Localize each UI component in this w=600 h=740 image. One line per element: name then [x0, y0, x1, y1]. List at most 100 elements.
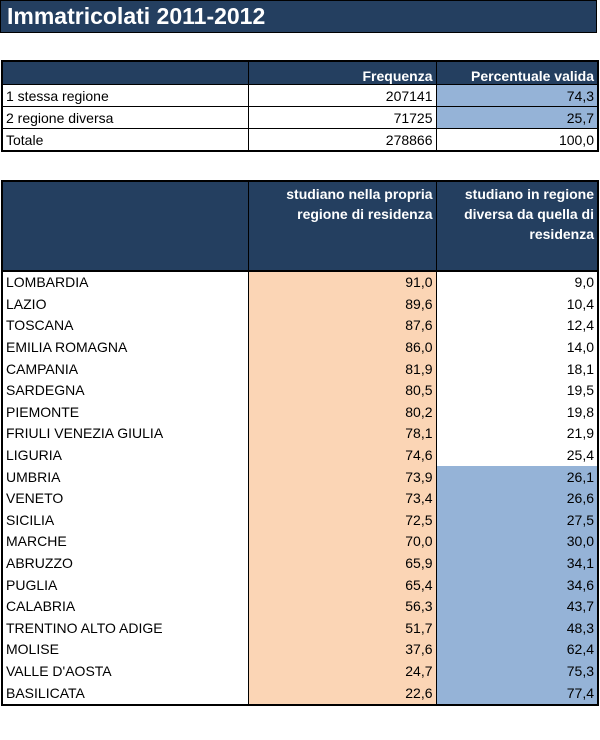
- region-name: UMBRIA: [2, 466, 249, 488]
- region-name: ABRUZZO: [2, 552, 249, 575]
- region-name: BASILICATA: [2, 682, 249, 705]
- region-row: SICILIA 72,5 27,5: [2, 509, 598, 532]
- summary-header-percent: Percentuale valida: [435, 60, 599, 85]
- region-row: MOLISE 37,6 62,4: [2, 639, 598, 661]
- summary-row: 2 regione diversa 71725 25,7: [1, 106, 599, 129]
- summary-row-percent: 25,7: [435, 106, 599, 129]
- region-row: MARCHE 70,0 30,0: [2, 531, 598, 553]
- region-other-pct: 34,1: [436, 552, 598, 575]
- region-other-pct: 26,6: [436, 487, 598, 510]
- region-same-pct: 65,9: [248, 552, 437, 575]
- summary-row-total: Totale 278866 100,0: [1, 128, 599, 152]
- region-other-pct: 21,9: [566, 425, 594, 442]
- region-row: PIEMONTE 80,2 19,8: [2, 401, 598, 424]
- region-same-pct: 70,0: [248, 531, 437, 553]
- regions-header-blank: [2, 181, 249, 272]
- region-name: CALABRIA: [2, 595, 249, 618]
- summary-row-label: Totale: [1, 128, 249, 152]
- region-name: MARCHE: [2, 531, 249, 553]
- region-other-pct: 12,4: [566, 317, 594, 334]
- region-row: PUGLIA 65,4 34,6: [2, 574, 598, 596]
- summary-row-frequency: 207141: [247, 84, 437, 107]
- region-same-pct: 24,7: [248, 660, 437, 683]
- region-row: CAMPANIA 81,9 18,1: [2, 358, 598, 380]
- region-row: CALABRIA 56,3 43,7: [2, 595, 598, 618]
- summary-row-label: 1 stessa regione: [1, 84, 249, 107]
- region-row: LOMBARDIA 91,0 9,0: [2, 271, 598, 294]
- region-name: MOLISE: [2, 639, 249, 661]
- region-other-pct: 34,6: [436, 574, 598, 596]
- region-same-pct: 80,5: [248, 379, 437, 402]
- region-row: LIGURIA 74,6 25,4: [2, 444, 598, 467]
- region-same-pct: 51,7: [248, 617, 437, 640]
- region-other-pct: 43,7: [436, 595, 598, 618]
- region-other-pct: 14,0: [566, 339, 594, 356]
- region-name: VENETO: [2, 487, 249, 510]
- region-name: LAZIO: [2, 293, 249, 316]
- regions-body: LOMBARDIA 91,0 9,0 LAZIO 89,6 10,4 TOSCANA 87,6…: [2, 271, 598, 705]
- region-same-pct: 22,6: [248, 682, 437, 705]
- region-row: LAZIO 89,6 10,4: [2, 293, 598, 316]
- region-row: VENETO 73,4 26,6: [2, 487, 598, 510]
- region-other-pct: 77,4: [436, 682, 598, 705]
- region-same-pct: 87,6: [248, 315, 437, 337]
- summary-row-frequency: 278866: [247, 128, 437, 152]
- region-same-pct: 78,1: [248, 423, 437, 445]
- region-row: VALLE D'AOSTA 24,7 75,3: [2, 660, 598, 683]
- summary-header-row: Frequenza Percentuale valida: [1, 60, 599, 85]
- summary-row-percent: 100,0: [435, 128, 599, 152]
- region-name: PUGLIA: [2, 574, 249, 596]
- page-title: Immatricolati 2011-2012: [7, 3, 266, 29]
- summary-header-frequency: Frequenza: [247, 60, 437, 85]
- region-name: TRENTINO ALTO ADIGE: [2, 617, 249, 640]
- region-same-pct: 74,6: [248, 444, 437, 467]
- region-same-pct: 91,0: [248, 271, 437, 294]
- region-other-pct: 18,1: [566, 360, 594, 377]
- region-same-pct: 73,9: [248, 466, 437, 488]
- region-name: LOMBARDIA: [2, 271, 249, 294]
- region-same-pct: 86,0: [248, 336, 437, 359]
- region-row: TOSCANA 87,6 12,4: [2, 315, 598, 337]
- region-name: EMILIA ROMAGNA: [2, 336, 249, 359]
- region-other-pct: 19,8: [566, 403, 594, 420]
- region-same-pct: 73,4: [248, 487, 437, 510]
- region-row: EMILIA ROMAGNA 86,0 14,0: [2, 336, 598, 359]
- region-same-pct: 80,2: [248, 401, 437, 424]
- region-other-pct: 75,3: [436, 660, 598, 683]
- region-same-pct: 89,6: [248, 293, 437, 316]
- region-same-pct: 81,9: [248, 358, 437, 380]
- region-row: FRIULI VENEZIA GIULIA 78,1 21,9: [2, 423, 598, 445]
- region-name: PIEMONTE: [2, 401, 249, 424]
- regions-header-row: studiano nella propria regione di reside…: [2, 181, 598, 272]
- summary-row-percent: 74,3: [435, 84, 599, 107]
- region-other-pct: 10,4: [566, 295, 594, 312]
- region-row: BASILICATA 22,6 77,4: [2, 682, 598, 705]
- region-same-pct: 56,3: [248, 595, 437, 618]
- region-other-pct: 62,4: [436, 639, 598, 661]
- region-other-pct: 19,5: [566, 382, 594, 399]
- summary-header-label: [1, 60, 249, 85]
- region-other-pct: 27,5: [436, 509, 598, 532]
- region-other-pct: 26,1: [436, 466, 598, 488]
- title-bar: Immatricolati 2011-2012: [0, 0, 597, 33]
- region-name: LIGURIA: [2, 444, 249, 467]
- region-other-pct: 30,0: [436, 531, 598, 553]
- region-name: SICILIA: [2, 509, 249, 532]
- region-name: VALLE D'AOSTA: [2, 660, 249, 683]
- summary-table: Frequenza Percentuale valida 1 stessa re…: [1, 60, 599, 152]
- region-row: UMBRIA 73,9 26,1: [2, 466, 598, 488]
- summary-row-frequency: 71725: [247, 106, 437, 129]
- region-row: SARDEGNA 80,5 19,5: [2, 379, 598, 402]
- region-row: TRENTINO ALTO ADIGE 51,7 48,3: [2, 617, 598, 640]
- region-same-pct: 65,4: [248, 574, 437, 596]
- region-other-pct: 48,3: [436, 617, 598, 640]
- region-other-pct: 25,4: [566, 447, 594, 464]
- region-name: TOSCANA: [2, 315, 249, 337]
- summary-row-label: 2 regione diversa: [1, 106, 249, 129]
- region-row: ABRUZZO 65,9 34,1: [2, 552, 598, 575]
- region-same-pct: 37,6: [248, 639, 437, 661]
- summary-row: 1 stessa regione 207141 74,3: [1, 84, 599, 107]
- regions-table: studiano nella propria regione di reside…: [1, 180, 599, 706]
- region-other-pct: 9,0: [574, 274, 594, 291]
- regions-header-other-region: studiano in regione diversa da quella di…: [436, 181, 598, 272]
